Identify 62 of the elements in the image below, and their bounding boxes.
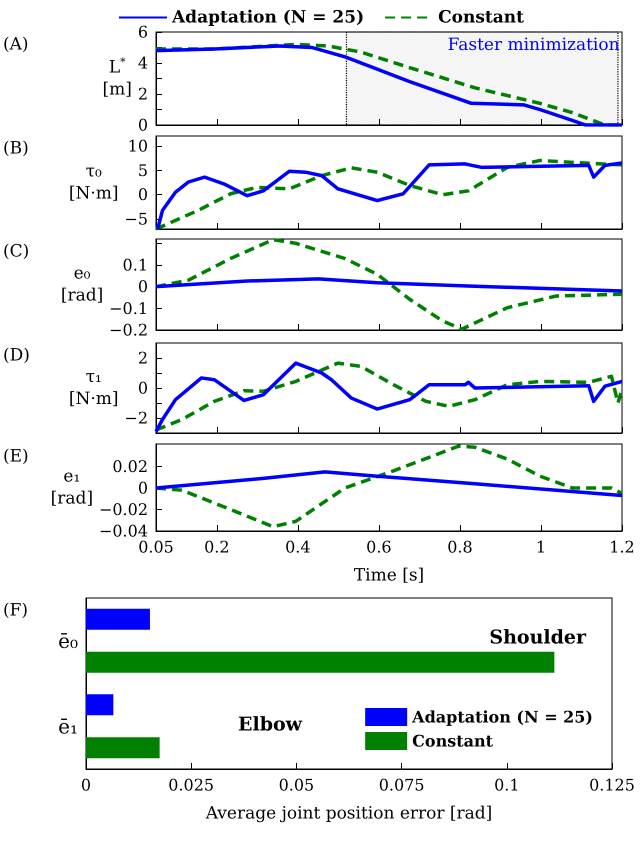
y-axis-title: τ₀ [N·m] xyxy=(68,162,119,204)
x-tick-label: 0.075 xyxy=(378,776,425,794)
annotation: Shoulder xyxy=(489,626,587,648)
y-tick-label: 6 xyxy=(138,22,148,42)
y-tick-label: −0.2 xyxy=(109,320,148,340)
y-axis-title: L* [m] xyxy=(102,56,132,100)
line-series xyxy=(154,444,624,528)
x-tick-label: 0.05 xyxy=(138,538,174,556)
legend-label: Constant xyxy=(412,732,494,750)
x-axis-title: Time [s] xyxy=(354,566,424,586)
y-tick-label: 0 xyxy=(138,185,148,204)
y-axis-title: τ₁ [N·m] xyxy=(68,367,119,409)
y-tick-label: 2 xyxy=(138,348,148,368)
legend-label: Constant xyxy=(438,8,524,28)
y-axis-title: e₁ [rad] xyxy=(50,466,94,508)
y-tick-label: 0 xyxy=(138,277,148,296)
x-tick-label: 1 xyxy=(536,538,546,556)
x-tick-label: 0.2 xyxy=(204,538,230,556)
legend-label: Adaptation (N = 25) xyxy=(411,708,594,726)
y-tick-label: 2 xyxy=(138,84,148,104)
x-tick-label: 0.05 xyxy=(278,776,314,794)
text: (D) xyxy=(3,346,30,366)
bar xyxy=(86,608,150,630)
y-axis-title: e₀ [rad] xyxy=(60,264,104,306)
y-tick-label: ē₁ xyxy=(58,714,78,738)
text: (C) xyxy=(3,242,30,262)
line-series xyxy=(154,470,624,498)
bar xyxy=(86,652,554,673)
y-tick-label: 5 xyxy=(138,160,148,180)
y-tick-label: ē₀ xyxy=(58,628,78,653)
text: (A) xyxy=(3,34,29,54)
bar xyxy=(86,694,114,716)
line-series xyxy=(154,238,624,331)
bar xyxy=(86,737,160,758)
y-tick-label: −0.02 xyxy=(98,500,148,520)
text: (E) xyxy=(3,446,29,466)
y-tick-label: 0 xyxy=(138,478,148,498)
y-tick-label: −2 xyxy=(124,408,148,428)
y-tick-label: −0.04 xyxy=(98,522,148,540)
x-tick-label: 0.8 xyxy=(447,538,473,556)
line-series xyxy=(154,277,624,293)
x-tick-label: 1.2 xyxy=(609,538,635,556)
y-tick-label: 10 xyxy=(128,136,148,156)
x-tick-label: 0.4 xyxy=(285,538,311,556)
x-axis-title: Average joint position error [rad] xyxy=(204,804,492,824)
y-tick-label: 0.1 xyxy=(122,256,148,274)
y-tick-label: 4 xyxy=(138,54,148,72)
y-tick-label: 0 xyxy=(138,116,148,134)
band-label: Faster minimization xyxy=(448,34,620,55)
x-tick-label: 0.125 xyxy=(589,776,635,794)
y-tick-label: −0.1 xyxy=(109,298,148,318)
text: (B) xyxy=(3,138,29,158)
y-tick-label: 0.02 xyxy=(112,457,148,476)
x-tick-label: 0 xyxy=(80,776,92,794)
y-tick-label: 0 xyxy=(138,378,148,398)
annotation: Elbow xyxy=(238,714,303,736)
text: (F) xyxy=(3,600,28,620)
x-tick-label: 0.6 xyxy=(366,538,392,556)
x-tick-label: 0.1 xyxy=(494,776,520,794)
y-tick-label: −5 xyxy=(124,210,148,229)
x-tick-label: 0.025 xyxy=(168,776,214,794)
legend-label: Adaptation (N = 25) xyxy=(170,8,364,28)
